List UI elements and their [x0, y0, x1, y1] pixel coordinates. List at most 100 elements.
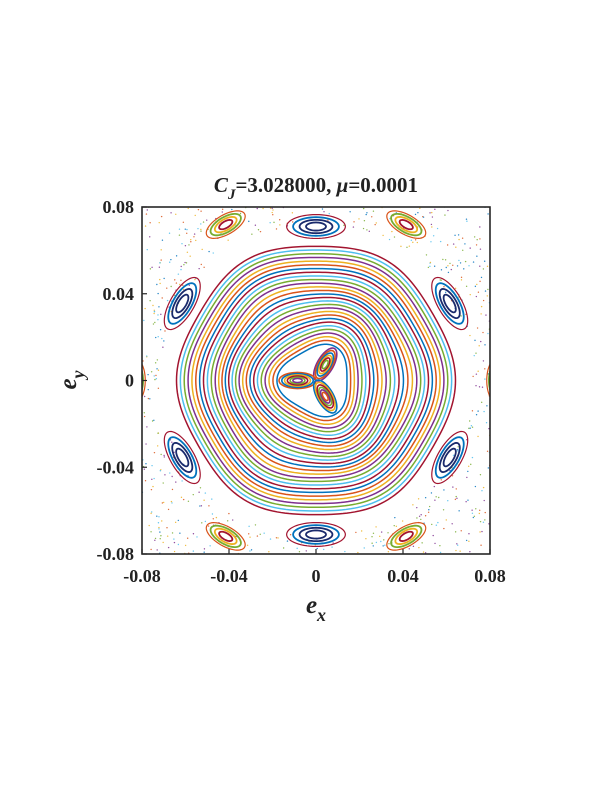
- y-tick-label: 0: [125, 371, 134, 391]
- chaotic-point: [468, 420, 471, 422]
- chaotic-point: [143, 412, 145, 414]
- chaotic-point: [454, 531, 457, 533]
- invariant-curve: [276, 343, 348, 418]
- chaotic-point: [200, 210, 202, 212]
- chaotic-point: [454, 234, 456, 236]
- chaotic-point: [175, 282, 178, 284]
- chaotic-point: [158, 528, 160, 530]
- chaotic-point: [195, 239, 197, 242]
- chaotic-point: [457, 446, 459, 448]
- chaotic-point: [408, 245, 411, 247]
- chaotic-point: [430, 492, 433, 494]
- chaotic-point: [179, 283, 181, 286]
- y-tick-label: 0.04: [103, 284, 135, 304]
- x-tick-label: 0.08: [474, 566, 506, 586]
- chaotic-point: [160, 249, 162, 251]
- chaotic-point: [421, 542, 423, 544]
- chaotic-point: [382, 234, 384, 237]
- chaotic-point: [479, 520, 482, 523]
- chaotic-point: [487, 467, 490, 469]
- chaotic-point: [474, 485, 477, 488]
- chaotic-point: [479, 531, 481, 533]
- chaotic-point: [486, 295, 488, 297]
- chaotic-point: [151, 420, 154, 422]
- chaotic-point: [184, 245, 187, 247]
- chaotic-point: [159, 537, 161, 540]
- central-lobe-curve: [316, 384, 335, 409]
- chaotic-point: [452, 486, 454, 488]
- chaotic-point: [184, 228, 186, 230]
- chaotic-point: [465, 285, 468, 288]
- y-axis-label: ey: [55, 369, 88, 389]
- chaotic-point: [383, 539, 385, 541]
- chaotic-point: [150, 371, 153, 373]
- chaotic-point: [460, 276, 463, 279]
- chaotic-point: [420, 518, 422, 521]
- chaotic-point: [257, 229, 260, 231]
- chaotic-point: [422, 216, 425, 218]
- chaotic-point: [368, 230, 370, 233]
- chaotic-point: [372, 545, 374, 547]
- chaotic-point: [412, 504, 414, 506]
- resonance-island: [175, 293, 190, 314]
- secondary-island: [213, 527, 238, 545]
- chaotic-point: [454, 498, 457, 501]
- secondary-island: [209, 524, 242, 549]
- invariant-curve: [241, 310, 383, 451]
- x-axis-label-main: e: [306, 592, 317, 619]
- chaotic-point: [365, 213, 367, 216]
- chaotic-point: [416, 241, 419, 244]
- secondary-island: [491, 368, 502, 392]
- chaotic-point: [479, 265, 481, 267]
- invariant-curve: [256, 324, 367, 437]
- chaotic-point: [186, 228, 188, 231]
- chaotic-point: [425, 254, 428, 256]
- chaotic-point: [159, 278, 161, 281]
- chaotic-point: [435, 496, 437, 498]
- chaotic-point: [171, 475, 173, 478]
- chaotic-point: [197, 227, 199, 230]
- chaotic-point: [478, 345, 480, 347]
- chaotic-point: [475, 295, 478, 298]
- chaotic-point: [363, 220, 366, 222]
- x-tick-label: 0.04: [387, 566, 419, 586]
- chaotic-point: [144, 225, 147, 227]
- chaotic-point: [478, 512, 481, 515]
- chaotic-point: [482, 331, 484, 334]
- chaotic-point: [443, 286, 445, 288]
- resonance-island: [434, 436, 465, 479]
- chaotic-point: [444, 214, 446, 216]
- chaotic-point: [154, 378, 156, 381]
- chaotic-point: [452, 243, 455, 245]
- chaotic-point: [171, 488, 174, 491]
- chaotic-point: [357, 551, 359, 554]
- chaotic-point: [292, 221, 294, 223]
- chaotic-point: [203, 551, 205, 553]
- title-variable: C: [214, 173, 229, 197]
- chaotic-point: [161, 520, 163, 522]
- resonance-island: [167, 282, 198, 325]
- chaotic-point: [372, 532, 375, 534]
- chaotic-point: [382, 545, 384, 547]
- chaotic-point: [173, 538, 175, 540]
- chaotic-point: [484, 511, 486, 514]
- chaotic-point: [428, 505, 431, 508]
- chaotic-point: [484, 290, 487, 292]
- chaotic-point: [400, 245, 402, 248]
- chaotic-point: [277, 537, 279, 539]
- chaotic-point: [472, 261, 475, 263]
- central-lobe-curve: [292, 377, 303, 384]
- chaotic-point: [480, 544, 482, 546]
- chaotic-point: [152, 485, 154, 488]
- chaotic-point: [208, 505, 210, 507]
- chaotic-point: [269, 222, 271, 224]
- chaotic-point: [458, 510, 460, 512]
- chaotic-point: [170, 500, 173, 503]
- x-tick-label: 0: [312, 566, 321, 586]
- secondary-island: [386, 210, 427, 239]
- chaotic-point: [163, 340, 165, 342]
- chaotic-point: [487, 213, 489, 215]
- chaotic-point: [316, 547, 318, 550]
- chaotic-point: [166, 527, 168, 529]
- chaotic-point: [193, 236, 195, 238]
